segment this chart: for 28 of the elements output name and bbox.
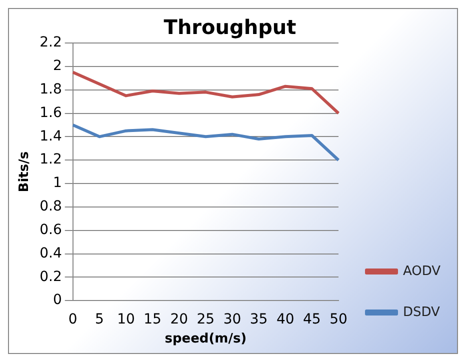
- legend-label: DSDV: [403, 304, 440, 320]
- x-tick-label: 20: [170, 312, 188, 328]
- y-tick-label: 0.2: [40, 268, 62, 285]
- y-tick-label: 0.6: [40, 222, 62, 238]
- x-tick-label: 35: [250, 312, 268, 328]
- y-tick-label: 0.4: [40, 245, 62, 262]
- x-axis-title: speed(m/s): [164, 332, 247, 347]
- legend-label: AODV: [403, 264, 441, 279]
- y-tick-label: 1.6: [40, 104, 62, 121]
- y-tick-label: 0.8: [40, 198, 62, 215]
- chart-title: Throughput: [164, 15, 297, 40]
- y-tick-label: 1.4: [40, 128, 62, 144]
- x-tick-label: 40: [276, 312, 294, 328]
- x-tick-label: 50: [330, 312, 348, 328]
- x-tick-label: 5: [94, 312, 104, 328]
- y-tick-label: 1.2: [40, 152, 62, 168]
- x-tick-label: 10: [117, 312, 135, 328]
- x-tick-label: 15: [144, 312, 162, 328]
- y-tick-label: 0: [52, 292, 62, 308]
- y-axis-title: Bits/s: [17, 151, 32, 192]
- y-tick-label: 2.2: [40, 34, 62, 51]
- y-tick-label: 2: [52, 58, 62, 74]
- x-tick-label: 25: [196, 312, 215, 328]
- x-tick-label: 0: [68, 312, 78, 328]
- x-tick-label: 45: [303, 312, 321, 328]
- x-tick-label: 30: [223, 312, 242, 328]
- y-tick-label: 1: [52, 175, 62, 192]
- y-tick-label: 1.8: [40, 81, 62, 98]
